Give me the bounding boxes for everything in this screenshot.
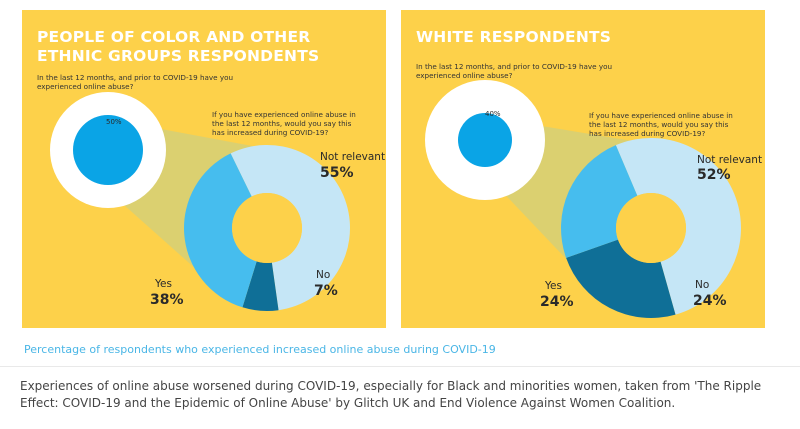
label-yes: Yes	[545, 280, 562, 292]
label-not-relevant: Not relevant	[697, 154, 763, 166]
label-yes: Yes	[155, 278, 172, 290]
figure-caption-link[interactable]: Percentage of respondents who experience…	[24, 343, 496, 356]
divider	[0, 366, 800, 367]
small-donut-percentage: 40%	[485, 110, 501, 118]
question-increased-abuse: If you have experienced online abuse in …	[589, 111, 733, 138]
slice-not-relevant	[230, 145, 350, 311]
small-donut-percentage: 50%	[106, 118, 122, 126]
chart-panel-white-respondents: WHITE RESPONDENTS In the last 12 months,…	[401, 10, 765, 328]
value-no: 7%	[314, 283, 338, 299]
question-prior-abuse: In the last 12 months, and prior to COVI…	[37, 73, 234, 91]
label-no: No	[695, 279, 710, 291]
small-donut-fill	[73, 115, 143, 185]
question-prior-abuse: In the last 12 months, and prior to COVI…	[416, 62, 613, 80]
label-no: No	[316, 269, 331, 281]
slice-yes	[561, 145, 638, 258]
question-increased-abuse: If you have experienced online abuse in …	[212, 110, 356, 137]
chart-panel-people-of-color: PEOPLE OF COLOR AND OTHER ETHNIC GROUPS …	[22, 10, 386, 328]
big-donut-hole	[616, 193, 686, 263]
value-yes: 24%	[540, 294, 574, 310]
slice-no	[566, 239, 676, 318]
small-donut-fill	[458, 113, 512, 167]
panel-title: PEOPLE OF COLOR AND OTHER ETHNIC GROUPS …	[37, 28, 320, 65]
panel-title: WHITE RESPONDENTS	[416, 28, 612, 46]
slice-no	[242, 261, 279, 311]
value-not-relevant: 52%	[697, 167, 731, 183]
figure-caption: Experiences of online abuse worsened dur…	[20, 379, 762, 410]
slice-not-relevant	[615, 138, 741, 315]
infographic-chart	[425, 80, 741, 318]
value-yes: 38%	[150, 292, 184, 308]
label-not-relevant: Not relevant	[320, 151, 386, 163]
infographic-chart	[50, 92, 350, 311]
slice-yes	[183, 153, 257, 308]
value-no: 24%	[693, 293, 727, 309]
value-not-relevant: 55%	[320, 165, 354, 181]
big-donut-hole	[232, 193, 302, 263]
